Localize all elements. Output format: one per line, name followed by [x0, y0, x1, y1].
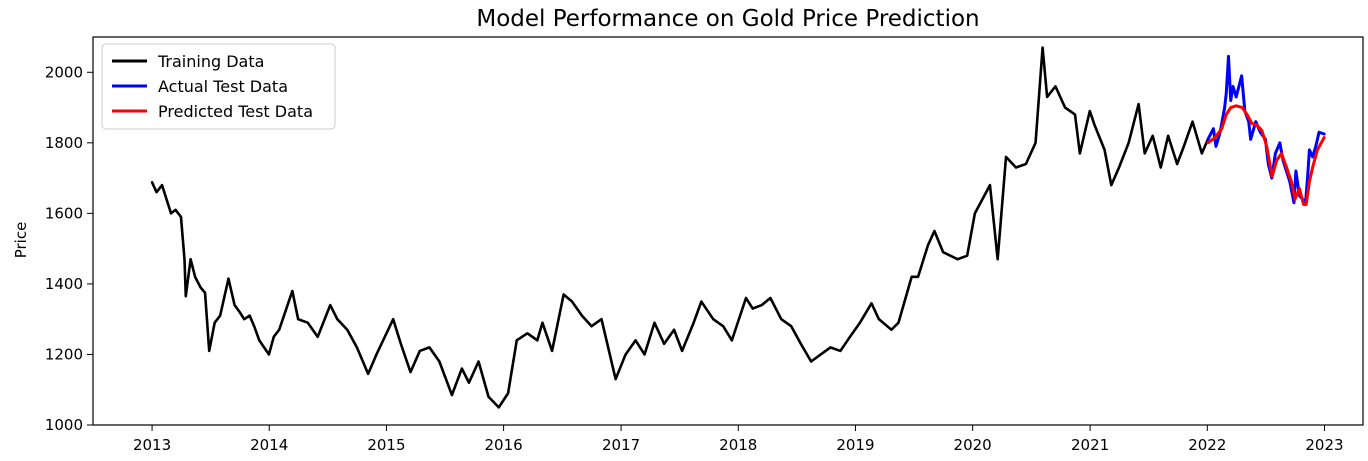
x-tick-label: 2018 [719, 436, 757, 454]
x-tick-label: 2014 [250, 436, 288, 454]
y-tick-label: 1000 [45, 416, 83, 434]
chart-title: Model Performance on Gold Price Predicti… [476, 6, 979, 32]
legend-label-actual-test-data: Actual Test Data [158, 77, 288, 96]
y-tick-label: 2000 [45, 63, 83, 81]
x-tick-label: 2016 [485, 436, 523, 454]
y-tick-label: 1600 [45, 204, 83, 222]
legend-label-predicted-test-data: Predicted Test Data [158, 102, 313, 121]
y-tick-label: 1200 [45, 345, 83, 363]
y-tick-label: 1800 [45, 134, 83, 152]
ticks-layer: 2013 2014 2015 2016 2017 2018 2019 2020 2021 2022… [45, 63, 1344, 454]
legend-label-training-data: Training Data [157, 52, 264, 71]
series-line-actual-test-data [1206, 54, 1326, 205]
legend-box [101, 43, 336, 130]
x-tick-label: 2022 [1188, 436, 1226, 454]
x-tick-label: 2017 [602, 436, 640, 454]
x-tick-label: 2023 [1305, 436, 1343, 454]
x-tick-label: 2020 [954, 436, 992, 454]
series-layer [150, 46, 1326, 409]
series-line-predicted-test-data [1206, 104, 1326, 207]
x-tick-label: 2021 [1071, 436, 1109, 454]
x-tick-label: 2019 [836, 436, 874, 454]
legend: Training Data Actual Test Data Predicted T… [101, 43, 336, 130]
x-tick-label: 2015 [367, 436, 405, 454]
y-tick-label: 1400 [45, 275, 83, 293]
series-line-training-data [150, 46, 1210, 409]
plot-frame [92, 36, 1364, 426]
x-tick-label: 2013 [133, 436, 171, 454]
y-axis-title: Price [12, 222, 30, 259]
